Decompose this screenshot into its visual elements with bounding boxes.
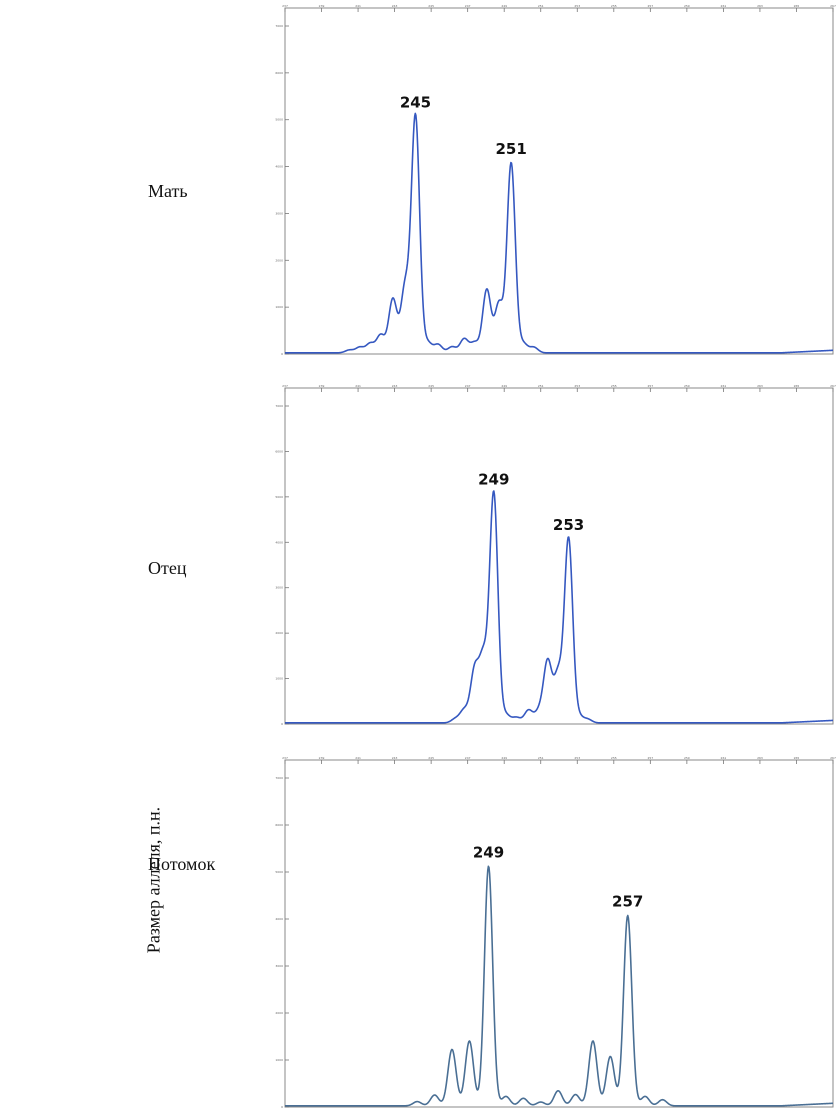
offspring-top-tick-label: 241 [355, 756, 361, 760]
offspring-left-tick-label: 4000 [275, 917, 283, 921]
mother-peak-label-245: 245 [400, 93, 431, 111]
mother-top-tick-label: 237 [282, 4, 288, 8]
father-top-tick-label: 245 [428, 384, 434, 388]
offspring-top-tick-label: 259 [684, 756, 690, 760]
offspring-top-tick-label: 237 [282, 756, 288, 760]
offspring-top-tick-label: 251 [538, 756, 544, 760]
father-left-tick-label: 2000 [275, 631, 283, 635]
offspring-left-tick-label: 6000 [275, 823, 283, 827]
label-mother: Мать [148, 181, 188, 201]
mother-left-tick-label: 2000 [275, 258, 283, 262]
mother-top-tick-label: 251 [538, 4, 544, 8]
father-left-tick-label: 1000 [275, 677, 283, 681]
father-top-tick-label: 243 [392, 384, 398, 388]
mother-top-tick-label: 267 [830, 4, 836, 8]
offspring-peak-label-257: 257 [612, 893, 643, 911]
label-offspring: Потомок [148, 854, 216, 874]
offspring-top-tick-label: 243 [392, 756, 398, 760]
mother-left-tick-label: 1000 [275, 305, 283, 309]
offspring-top-tick-label: 253 [574, 756, 580, 760]
offspring-top-tick-label: 239 [319, 756, 325, 760]
offspring-top-tick-label: 265 [794, 756, 800, 760]
father-plot-frame [284, 387, 834, 725]
mother-top-tick-label: 243 [392, 4, 398, 8]
mother-top-tick-label: 239 [319, 4, 325, 8]
mother-top-tick-label: 253 [574, 4, 580, 8]
father-top-tick-label: 267 [830, 384, 836, 388]
father-top-tick-label: 251 [538, 384, 544, 388]
mother-top-tick-label: 265 [794, 4, 800, 8]
offspring-left-tick-label: 7000 [275, 776, 283, 780]
offspring-left-tick-label: 2000 [275, 1011, 283, 1015]
mother-top-tick-label: 255 [611, 4, 617, 8]
father-left-tick-label: 3000 [275, 586, 283, 590]
mother-left-tick-label: 4000 [275, 165, 283, 169]
father-left-tick-label: 5000 [275, 495, 283, 499]
label-father: Отец [148, 558, 187, 578]
mother-left-tick-label: 0 [281, 352, 283, 356]
offspring-left-tick-label: 1000 [275, 1058, 283, 1062]
offspring-left-tick-label: 5000 [275, 870, 283, 874]
mother-top-tick-label: 241 [355, 4, 361, 8]
mother-left-tick-label: 7000 [275, 24, 283, 28]
mother-trace-line [284, 112, 834, 354]
father-top-tick-label: 249 [501, 384, 507, 388]
offspring-top-tick-label: 255 [611, 756, 617, 760]
mother-plot-frame [284, 7, 834, 355]
father-top-tick-label: 257 [647, 384, 653, 388]
father-top-tick-label: 259 [684, 384, 690, 388]
father-left-tick-label: 0 [281, 722, 283, 726]
father-peak-label-249: 249 [478, 471, 509, 489]
father-top-tick-label: 239 [319, 384, 325, 388]
father-top-tick-label: 237 [282, 384, 288, 388]
mother-top-tick-label: 249 [501, 4, 507, 8]
mother-top-tick-label: 245 [428, 4, 434, 8]
offspring-plot-frame [284, 759, 834, 1108]
mother-top-tick-label: 263 [757, 4, 763, 8]
offspring-top-tick-label: 267 [830, 756, 836, 760]
offspring-top-tick-label: 245 [428, 756, 434, 760]
mother-left-tick-label: 5000 [275, 118, 283, 122]
offspring-trace-line [284, 865, 834, 1107]
offspring-top-tick-label: 247 [465, 756, 471, 760]
mother-top-tick-label: 247 [465, 4, 471, 8]
father-top-tick-label: 255 [611, 384, 617, 388]
father-peak-label-253: 253 [553, 516, 584, 534]
father-top-tick-label: 261 [721, 384, 727, 388]
father-left-tick-label: 4000 [275, 540, 283, 544]
mother-top-tick-label: 261 [721, 4, 727, 8]
mother-top-tick-label: 257 [647, 4, 653, 8]
mother-peak-label-251: 251 [496, 140, 527, 158]
father-left-tick-label: 6000 [275, 449, 283, 453]
offspring-left-tick-label: 0 [281, 1105, 283, 1109]
mother-left-tick-label: 6000 [275, 71, 283, 75]
father-top-tick-label: 253 [574, 384, 580, 388]
offspring-top-tick-label: 257 [647, 756, 653, 760]
father-top-tick-label: 241 [355, 384, 361, 388]
offspring-top-tick-label: 261 [721, 756, 727, 760]
offspring-top-tick-label: 249 [501, 756, 507, 760]
offspring-left-tick-label: 3000 [275, 964, 283, 968]
offspring-peak-label-249: 249 [473, 843, 504, 861]
offspring-top-tick-label: 263 [757, 756, 763, 760]
mother-top-tick-label: 259 [684, 4, 690, 8]
mother-left-tick-label: 3000 [275, 211, 283, 215]
father-top-tick-label: 263 [757, 384, 763, 388]
father-trace-line [284, 490, 834, 724]
father-top-tick-label: 265 [794, 384, 800, 388]
father-top-tick-label: 247 [465, 384, 471, 388]
father-left-tick-label: 7000 [275, 404, 283, 408]
